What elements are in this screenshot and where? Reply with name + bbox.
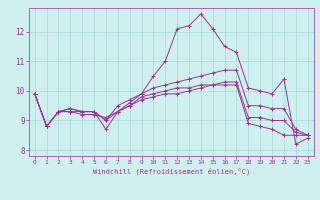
X-axis label: Windchill (Refroidissement éolien,°C): Windchill (Refroidissement éolien,°C) <box>92 168 250 175</box>
